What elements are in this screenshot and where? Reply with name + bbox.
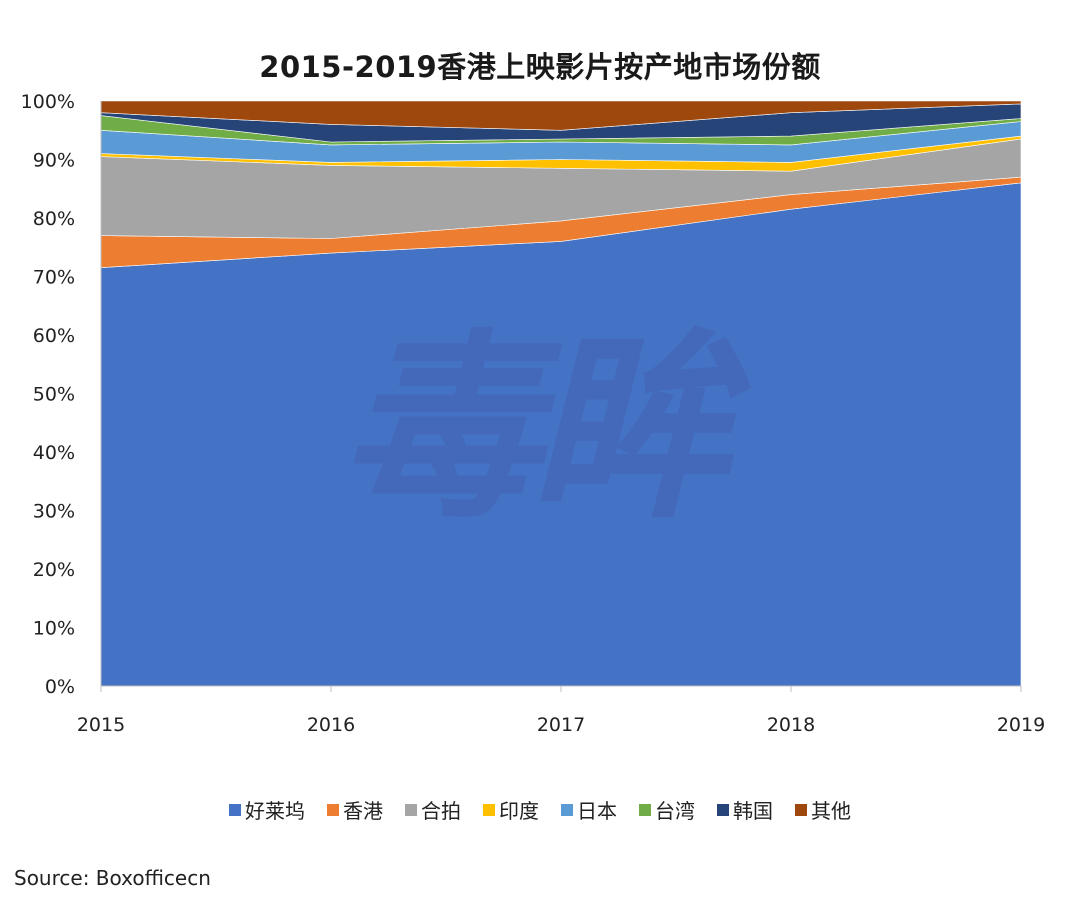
axes-layer: 0% 10% 20% 30% 40% 50% 60% 70% 80% 90% 100% 2015 201… [21,91,1046,736]
y-tick-label: 100% [21,91,75,113]
legend-item: 合拍 [405,795,461,824]
y-tick-label: 10% [33,618,75,640]
legend-label: 日本 [577,799,617,823]
legend-swatch [327,803,339,816]
x-tick-label: 2018 [767,714,815,736]
chart-legend: 好莱坞 香港 合拍 印度 日本 台湾 韩国 其他 [0,795,1080,824]
legend-label: 其他 [811,799,851,823]
y-tick-label: 40% [33,442,75,464]
legend-swatch [483,803,495,816]
area-series-7 [100,100,1022,131]
legend-label: 好莱坞 [245,799,305,823]
legend-item: 台湾 [639,795,695,824]
legend-label: 台湾 [655,799,695,823]
x-tick-label: 2016 [307,714,355,736]
y-tick-label: 50% [33,384,75,406]
x-tick-label: 2019 [997,714,1045,736]
legend-label: 韩国 [733,799,773,823]
legend-item: 韩国 [717,795,773,824]
legend-swatch [405,803,417,816]
y-tick-label: 90% [33,150,75,172]
x-tick-label: 2017 [537,714,585,736]
legend-label: 合拍 [421,799,461,823]
y-tick-label: 60% [33,325,75,347]
y-tick-label: 80% [33,208,75,230]
legend-swatch [795,803,807,816]
legend-label: 香港 [343,799,383,823]
source-note: Source: Boxofficecn [14,866,211,890]
legend-item: 其他 [795,795,851,824]
legend-swatch [717,803,729,816]
x-tick-label: 2015 [77,714,125,736]
chart-title: 2015-2019香港上映影片按产地市场份额 [259,50,821,84]
stacked-area-chart: 0% 10% 20% 30% 40% 50% 60% 70% 80% 90% 100% 2015 201… [21,91,1046,736]
areas-layer [100,100,1022,687]
legend-swatch [639,803,651,816]
legend-item: 日本 [561,795,617,824]
y-tick-label: 70% [33,267,75,289]
legend-label: 印度 [499,799,539,823]
y-tick-label: 30% [33,501,75,523]
legend-item: 印度 [483,795,539,824]
legend-item: 香港 [327,795,383,824]
legend-swatch [561,803,573,816]
y-tick-label: 0% [45,676,75,698]
legend-swatch [229,803,241,816]
legend-item: 好莱坞 [229,795,305,824]
y-tick-label: 20% [33,559,75,581]
